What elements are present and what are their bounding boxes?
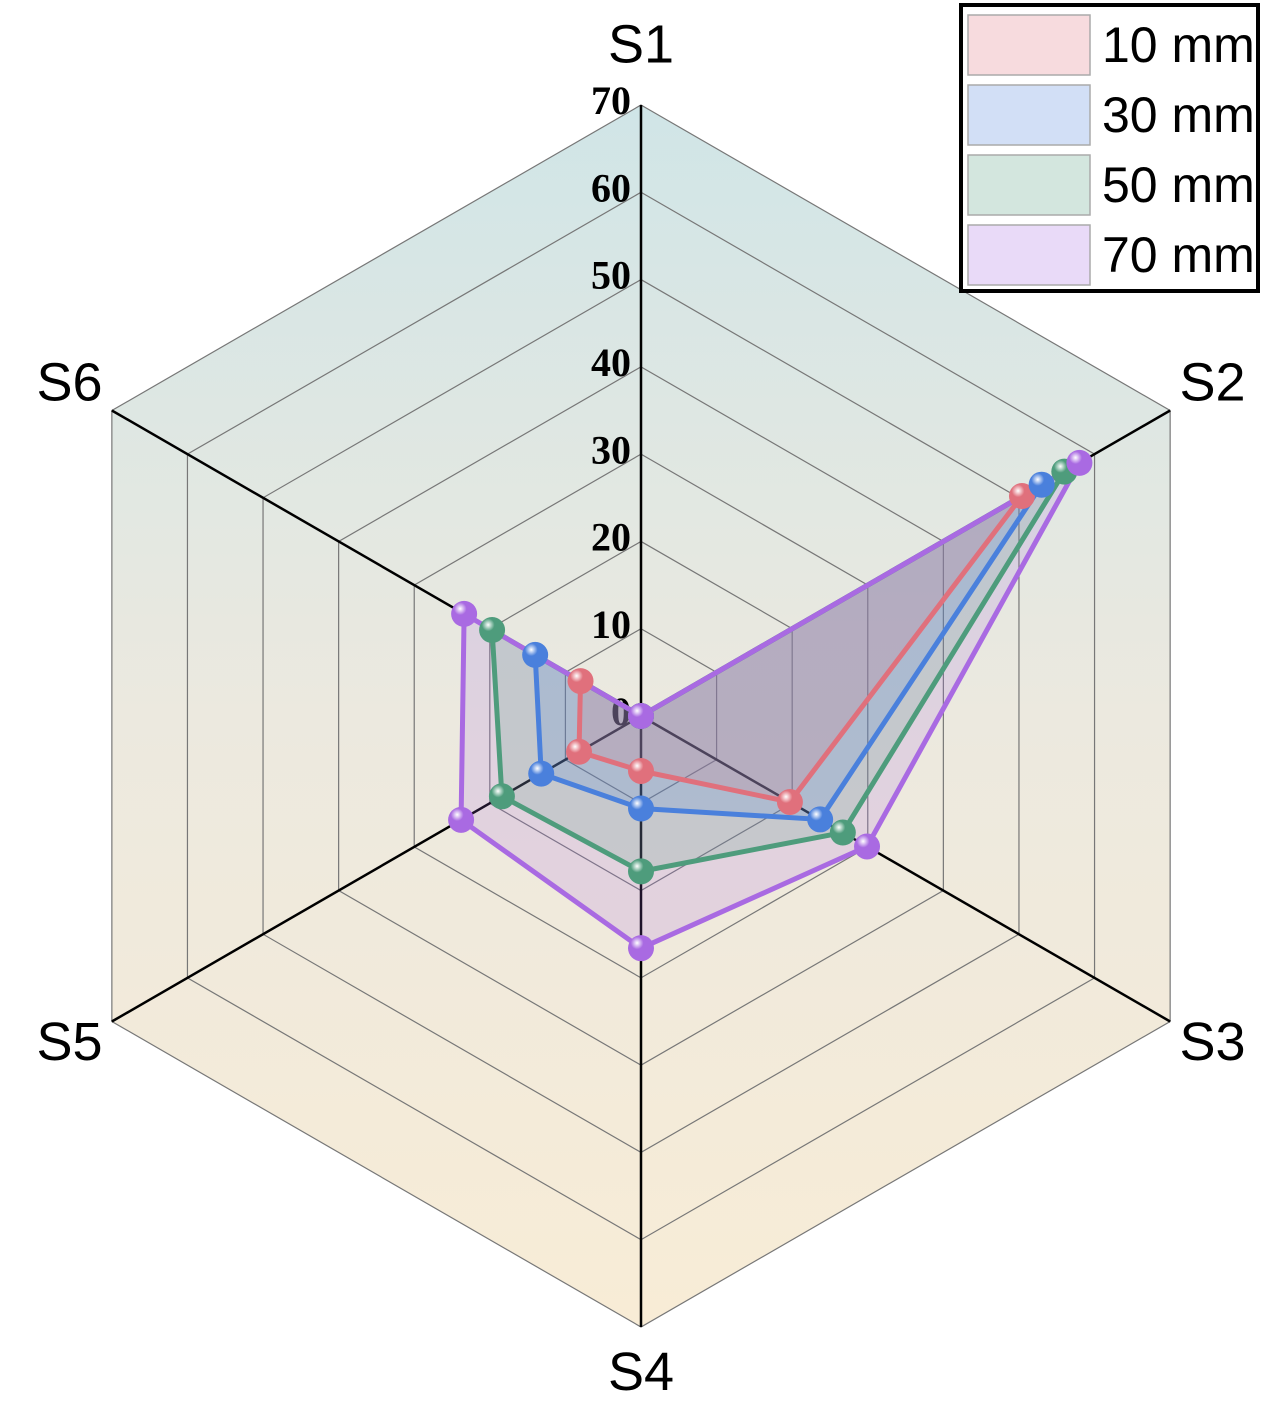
series-area [461,462,1080,949]
r-tick-label: 70 [591,78,631,123]
legend-label: 10 mm [1102,17,1255,73]
legend-label: 30 mm [1102,87,1255,143]
r-tick-label: 60 [591,165,631,210]
r-tick-label: 20 [591,515,631,560]
data-point [448,806,475,833]
data-point [628,935,654,962]
data-point [1008,483,1035,510]
r-tick-label: 50 [591,253,631,298]
data-point [522,641,549,668]
category-label: S3 [1179,1012,1245,1072]
r-tick-label: 10 [591,602,631,647]
data-point [488,783,515,810]
legend-swatch [967,84,1091,146]
data-point [628,795,654,822]
series-area [579,496,1022,802]
data-point [528,760,555,787]
category-label: S4 [608,1342,674,1402]
legend-label: 50 mm [1102,157,1255,213]
category-label: S6 [36,352,102,412]
r-tick-label: 30 [591,427,631,472]
legend-box [959,3,1260,293]
legend-swatch [967,14,1091,76]
data-point [628,703,654,729]
legend-swatch [967,154,1091,216]
data-point [566,738,593,765]
legend-swatch [967,224,1091,286]
data-point [829,819,856,846]
data-point [776,788,803,815]
category-label: S1 [608,14,674,74]
data-point [1028,471,1055,498]
category-label: S5 [36,1012,102,1072]
data-point [1066,449,1093,476]
data-point [854,833,881,860]
data-point [479,617,506,644]
category-label: S2 [1179,352,1245,412]
r-tick-label: 40 [591,340,631,385]
series-area [535,484,1042,820]
data-point [451,600,478,627]
axis-spoke [640,714,1171,1023]
data-point [628,757,654,784]
data-point [807,806,834,833]
axis-spoke [111,714,642,1023]
data-point [628,858,654,885]
data-point [567,668,594,695]
legend-label: 70 mm [1102,227,1255,283]
